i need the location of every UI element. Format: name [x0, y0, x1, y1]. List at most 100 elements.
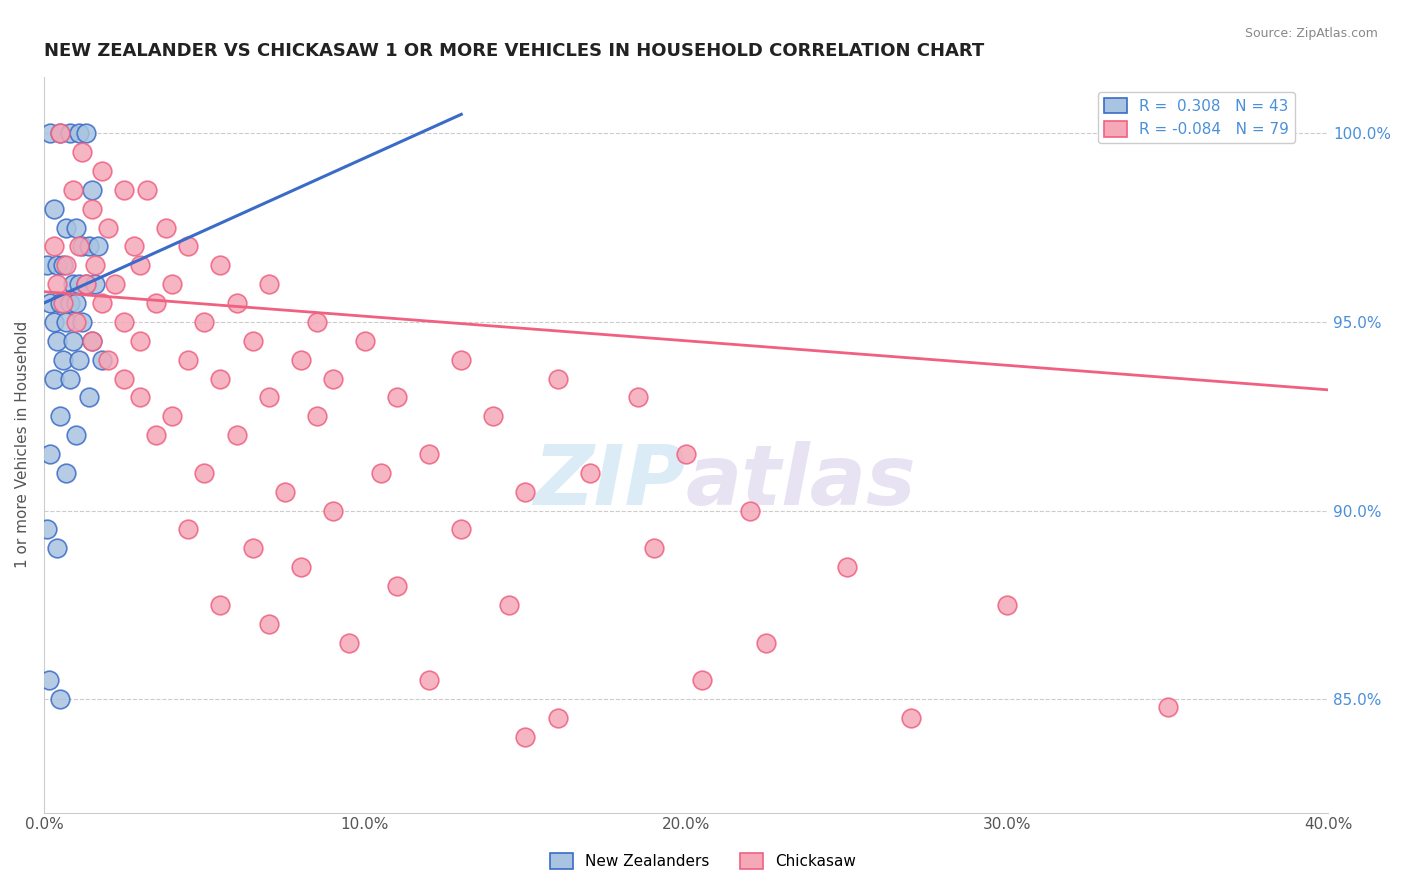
Point — [39, 126, 62, 140]
Text: ZIP: ZIP — [533, 441, 686, 522]
Point — [58, 126, 80, 140]
Point — [103, 277, 125, 292]
Point — [112, 183, 135, 197]
Point — [578, 466, 600, 480]
Point — [65, 220, 87, 235]
Point — [995, 598, 1018, 612]
Point — [482, 409, 505, 424]
Point — [225, 296, 247, 310]
Point — [1156, 699, 1178, 714]
Point — [84, 258, 107, 272]
Point — [162, 409, 184, 424]
Point — [515, 484, 537, 499]
Point — [72, 145, 94, 159]
Point — [42, 315, 65, 329]
Point — [690, 673, 713, 688]
Point — [35, 523, 58, 537]
Point — [129, 334, 152, 348]
Point — [58, 371, 80, 385]
Point — [675, 447, 697, 461]
Point — [39, 296, 62, 310]
Point — [87, 239, 110, 253]
Legend: New Zealanders, Chickasaw: New Zealanders, Chickasaw — [544, 847, 862, 875]
Point — [257, 277, 280, 292]
Point — [62, 277, 84, 292]
Point — [900, 711, 922, 725]
Point — [62, 334, 84, 348]
Point — [75, 277, 97, 292]
Point — [122, 239, 145, 253]
Legend: R =  0.308   N = 43, R = -0.084   N = 79: R = 0.308 N = 43, R = -0.084 N = 79 — [1098, 92, 1295, 144]
Point — [290, 560, 312, 574]
Point — [322, 503, 344, 517]
Point — [77, 239, 100, 253]
Point — [145, 296, 167, 310]
Point — [305, 315, 328, 329]
Point — [209, 598, 232, 612]
Point — [49, 126, 72, 140]
Point — [39, 447, 62, 461]
Point — [55, 220, 77, 235]
Point — [80, 334, 103, 348]
Point — [38, 673, 60, 688]
Point — [45, 277, 67, 292]
Point — [97, 352, 120, 367]
Point — [515, 730, 537, 744]
Point — [135, 183, 157, 197]
Point — [77, 391, 100, 405]
Point — [627, 391, 650, 405]
Point — [129, 391, 152, 405]
Text: atlas: atlas — [686, 441, 917, 522]
Point — [97, 220, 120, 235]
Point — [290, 352, 312, 367]
Point — [242, 334, 264, 348]
Point — [643, 541, 665, 556]
Point — [547, 711, 569, 725]
Point — [65, 296, 87, 310]
Point — [193, 466, 215, 480]
Point — [49, 126, 72, 140]
Text: Source: ZipAtlas.com: Source: ZipAtlas.com — [1244, 27, 1378, 40]
Point — [370, 466, 392, 480]
Point — [385, 391, 408, 405]
Point — [90, 296, 112, 310]
Point — [84, 277, 107, 292]
Point — [273, 484, 295, 499]
Point — [385, 579, 408, 593]
Point — [42, 202, 65, 216]
Point — [322, 371, 344, 385]
Point — [112, 371, 135, 385]
Point — [67, 352, 90, 367]
Point — [193, 315, 215, 329]
Point — [755, 636, 778, 650]
Point — [67, 239, 90, 253]
Point — [209, 258, 232, 272]
Point — [65, 315, 87, 329]
Point — [225, 428, 247, 442]
Point — [498, 598, 520, 612]
Point — [80, 202, 103, 216]
Point — [177, 523, 200, 537]
Point — [65, 428, 87, 442]
Point — [129, 258, 152, 272]
Point — [145, 428, 167, 442]
Point — [49, 409, 72, 424]
Point — [52, 258, 75, 272]
Point — [740, 503, 762, 517]
Point — [112, 315, 135, 329]
Point — [45, 258, 67, 272]
Point — [305, 409, 328, 424]
Point — [62, 183, 84, 197]
Point — [75, 277, 97, 292]
Point — [45, 334, 67, 348]
Point — [42, 371, 65, 385]
Point — [75, 126, 97, 140]
Point — [155, 220, 177, 235]
Point — [35, 258, 58, 272]
Point — [72, 315, 94, 329]
Point — [90, 164, 112, 178]
Point — [835, 560, 858, 574]
Point — [52, 296, 75, 310]
Point — [90, 352, 112, 367]
Point — [177, 239, 200, 253]
